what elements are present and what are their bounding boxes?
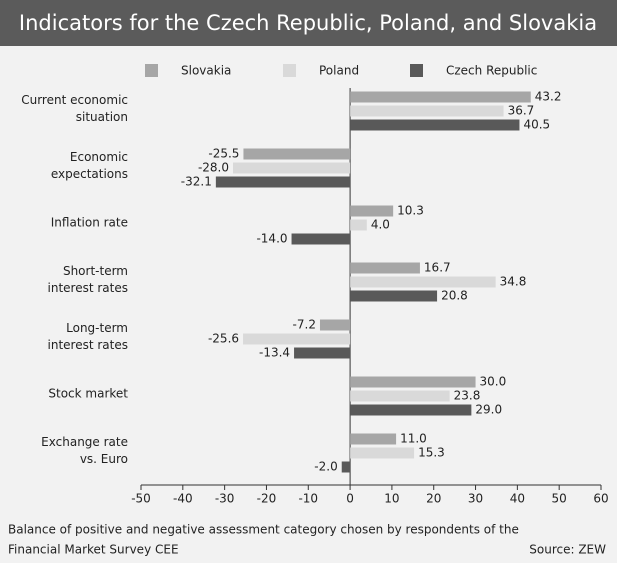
- value-label: 30.0: [480, 375, 507, 389]
- footnote: Financial Market Survey CEE: [8, 543, 179, 557]
- bar: [350, 205, 394, 217]
- category-label: Short-term: [63, 264, 128, 278]
- legend-label: Poland: [319, 64, 359, 78]
- category-label: situation: [76, 110, 128, 124]
- value-label: 16.7: [424, 261, 451, 275]
- value-label: -2.0: [314, 460, 337, 474]
- x-tick-label: 0: [346, 492, 354, 506]
- x-tick-label: -10: [298, 492, 318, 506]
- legend-label: Slovakia: [181, 64, 231, 78]
- value-label: -14.0: [256, 232, 287, 246]
- category-label: Stock market: [48, 387, 128, 401]
- x-tick-label: 50: [552, 492, 567, 506]
- value-label: 23.8: [454, 389, 481, 403]
- source: Source: ZEW: [529, 543, 606, 557]
- value-label: -25.5: [208, 147, 239, 161]
- category-label: Exchange rate: [41, 435, 128, 449]
- x-tick-label: 60: [593, 492, 608, 506]
- category-label: interest rates: [48, 281, 128, 295]
- value-label: 36.7: [508, 104, 535, 118]
- x-tick-label: -20: [257, 492, 277, 506]
- bar: [350, 219, 367, 231]
- x-tick-label: 10: [384, 492, 399, 506]
- x-tick-label: 40: [510, 492, 525, 506]
- footnote: Balance of positive and negative assessm…: [8, 523, 519, 537]
- chart-title: Indicators for the Czech Republic, Polan…: [19, 11, 597, 35]
- value-label: 40.5: [523, 118, 550, 132]
- value-label: 11.0: [400, 432, 427, 446]
- legend-swatch: [145, 64, 158, 77]
- bar: [319, 319, 351, 331]
- legend-swatch: [283, 64, 296, 77]
- x-tick-label: -40: [173, 492, 193, 506]
- bar: [294, 347, 351, 359]
- legend-label: Czech Republic: [446, 64, 537, 78]
- bar: [350, 290, 438, 302]
- bar: [350, 390, 450, 402]
- x-tick-label: 30: [468, 492, 483, 506]
- bar: [350, 276, 496, 288]
- bar: [350, 376, 476, 388]
- title-bar: [0, 0, 617, 46]
- value-label: 20.8: [441, 289, 468, 303]
- bar: [243, 148, 351, 160]
- value-label: 4.0: [371, 218, 390, 232]
- bar: [341, 461, 351, 473]
- category-label: Economic: [70, 150, 128, 164]
- bar: [350, 105, 504, 117]
- bar: [350, 433, 397, 445]
- value-label: 34.8: [500, 275, 527, 289]
- bar: [233, 162, 351, 174]
- bar: [350, 119, 520, 131]
- category-label: interest rates: [48, 338, 128, 352]
- value-label: 10.3: [397, 204, 424, 218]
- category-label: Inflation rate: [51, 216, 128, 230]
- value-label: -28.0: [198, 161, 229, 175]
- value-label: -25.6: [208, 332, 239, 346]
- bar: [350, 262, 420, 274]
- value-label: -13.4: [259, 346, 290, 360]
- category-label: Long-term: [66, 321, 128, 335]
- category-label: Current economic: [21, 93, 128, 107]
- value-label: 29.0: [475, 403, 502, 417]
- bar: [215, 176, 351, 188]
- value-label: 43.2: [535, 90, 562, 104]
- x-tick-label: -50: [131, 492, 151, 506]
- value-label: -32.1: [181, 175, 212, 189]
- x-tick-label: 20: [426, 492, 441, 506]
- bar: [291, 233, 351, 245]
- bar: [350, 447, 415, 459]
- legend-swatch: [410, 64, 423, 77]
- value-label: 15.3: [418, 446, 445, 460]
- bar: [243, 333, 351, 345]
- x-tick-label: -30: [215, 492, 235, 506]
- bar: [350, 91, 531, 103]
- category-label: expectations: [51, 167, 128, 181]
- value-label: -7.2: [293, 318, 316, 332]
- bar: [350, 404, 472, 416]
- category-label: vs. Euro: [80, 452, 128, 466]
